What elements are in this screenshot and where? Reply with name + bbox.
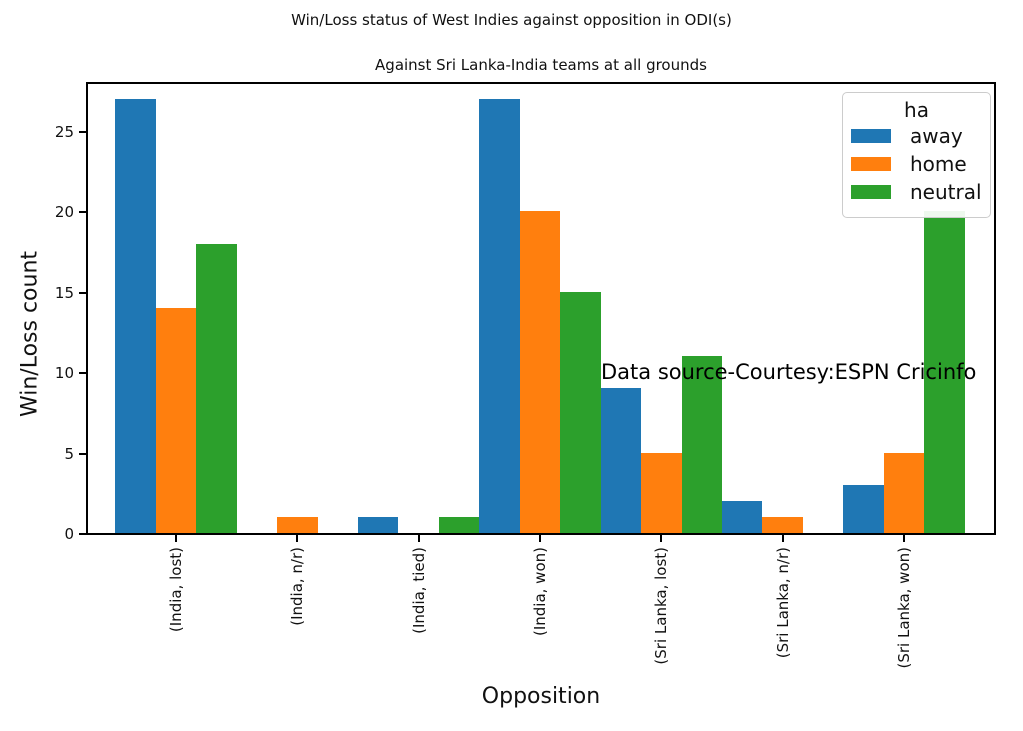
bar-away-5 (721, 500, 763, 533)
y-tick-15 (79, 291, 86, 294)
bar-neutral-6 (924, 211, 965, 533)
bar-home-6 (883, 452, 925, 533)
x-tick-3 (538, 535, 541, 542)
figure-title: Win/Loss status of West Indies against o… (291, 11, 732, 29)
bar-neutral-3 (560, 291, 601, 533)
x-tick-5 (781, 535, 784, 542)
bar-neutral-0 (196, 243, 237, 533)
bar-away-6 (843, 484, 884, 533)
y-axis-label: Win/Loss count (17, 250, 43, 418)
bar-neutral-4 (681, 356, 722, 533)
y-tick-10 (79, 372, 86, 375)
y-tick-label-10: 10 (54, 364, 74, 383)
y-tick-0 (79, 533, 86, 535)
x-axis-label: Opposition (481, 684, 601, 709)
legend-rows: away home neutral (851, 122, 982, 206)
y-tick-label-25: 25 (54, 123, 74, 141)
y-tick-25 (79, 131, 86, 133)
bar-home-5 (762, 516, 803, 533)
x-tick-2 (417, 535, 420, 542)
bar-away-0 (115, 98, 156, 533)
plot-area: Data source-Courtesy:ESPN Cricinfo ha aw… (86, 82, 996, 535)
legend: ha away home neutral (842, 92, 991, 218)
x-tick-1 (296, 535, 299, 542)
x-tick-label-6: (Sri Lanka, won) (894, 547, 913, 669)
x-tick-0 (175, 535, 177, 542)
y-tick-label-20: 20 (54, 203, 74, 222)
legend-item-home: home (851, 150, 982, 178)
legend-label-away: away (910, 124, 963, 148)
y-tick-label-0: 0 (64, 525, 74, 543)
bar-home-3 (519, 211, 561, 533)
legend-item-neutral: neutral (851, 178, 982, 206)
x-tick-label-1: (India, n/r) (288, 547, 307, 626)
x-tick-label-2: (India, tied) (409, 547, 428, 634)
legend-item-away: away (851, 122, 982, 150)
y-tick-label-15: 15 (54, 283, 74, 302)
legend-label-home: home (910, 152, 967, 176)
bar-home-4 (641, 452, 682, 533)
x-tick-4 (660, 535, 663, 542)
legend-swatch-home (851, 157, 891, 171)
x-tick-6 (902, 535, 905, 542)
x-tick-label-5: (Sri Lanka, n/r) (773, 547, 792, 659)
x-tick-label-0: (India, lost) (167, 547, 185, 633)
bar-home-0 (155, 307, 197, 533)
bar-away-3 (479, 98, 520, 533)
bar-away-4 (600, 388, 642, 533)
bar-home-1 (277, 516, 318, 533)
x-tick-label-4: (Sri Lanka, lost) (652, 547, 671, 665)
y-tick-5 (79, 452, 86, 455)
legend-swatch-neutral (851, 185, 891, 199)
y-tick-label-5: 5 (64, 444, 74, 463)
legend-title: ha (904, 98, 929, 122)
bar-neutral-2 (438, 516, 480, 533)
annotation-text: Data source-Courtesy:ESPN Cricinfo (601, 360, 977, 384)
bar-away-2 (358, 516, 399, 533)
legend-label-neutral: neutral (910, 180, 982, 204)
legend-swatch-away (851, 129, 891, 143)
x-tick-label-3: (India, won) (530, 547, 549, 637)
y-tick-20 (79, 211, 86, 214)
axes-title: Against Sri Lanka-India teams at all gro… (375, 56, 707, 74)
